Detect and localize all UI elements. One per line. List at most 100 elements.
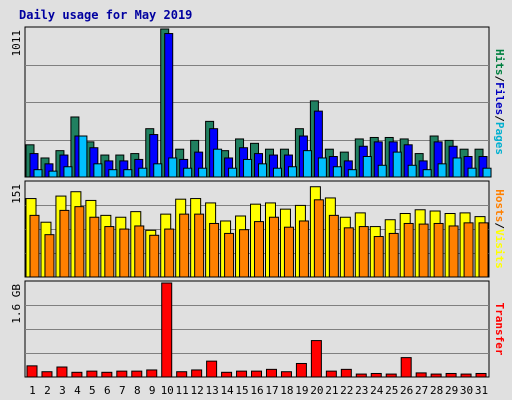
bar-pages-day-26 — [407, 164, 417, 178]
bar-pages-day-22 — [347, 169, 357, 178]
x-tick-label-day-17: 17 — [265, 384, 278, 397]
x-tick-label-day-11: 11 — [176, 384, 189, 397]
bar-transfer-day-29 — [445, 372, 457, 378]
x-tick-label-day-7: 7 — [119, 384, 126, 397]
y-axis-label-part: / — [493, 76, 506, 83]
bar-pages-day-6 — [108, 169, 118, 178]
y-max-label-hits-files-pages: 1011 — [10, 30, 23, 57]
bar-hosts-day-3 — [59, 209, 70, 278]
y-axis-label-part: Visits — [493, 229, 506, 269]
y-max-label-transfer: 1.6 GB — [10, 284, 23, 324]
bar-transfer-day-24 — [370, 372, 382, 378]
x-tick-label-day-13: 13 — [205, 384, 218, 397]
bar-pages-day-17 — [272, 167, 282, 178]
bar-transfer-day-11 — [176, 371, 188, 378]
bar-pages-day-2 — [48, 170, 58, 178]
bar-hosts-day-11 — [179, 213, 190, 278]
y-axis-label-part: / — [493, 222, 506, 229]
bar-transfer-day-3 — [56, 366, 68, 378]
bar-pages-day-23 — [362, 156, 372, 178]
y-axis-label-transfer: Transfer — [493, 303, 506, 356]
x-tick-label-day-24: 24 — [370, 384, 384, 397]
y-axis-label-hits-files-pages: Hits/Files/Pages — [493, 49, 506, 155]
bar-pages-day-9 — [153, 163, 163, 178]
x-axis-ticks: 1 2 3 4 5 6 7 8 9 10 11 12 13 14 15 16 17 18 19 20 21 22 23 24 2… — [29, 384, 488, 397]
bar-transfer-day-14 — [221, 371, 233, 378]
bar-pages-day-7 — [123, 169, 133, 178]
bar-pages-day-8 — [138, 167, 148, 178]
bar-hosts-day-8 — [134, 225, 145, 278]
bar-hosts-day-28 — [433, 222, 444, 278]
bar-hosts-day-16 — [254, 221, 265, 278]
y-axis-label-part: Transfer — [493, 303, 506, 356]
bar-hosts-day-18 — [283, 226, 294, 278]
x-tick-label-day-3: 3 — [59, 384, 66, 397]
y-axis-label-part: Files — [493, 82, 506, 115]
y-axis-label-part: Hits — [493, 49, 506, 76]
bar-hosts-day-27 — [418, 223, 429, 278]
bar-hosts-day-2 — [44, 234, 55, 278]
bar-pages-day-15 — [243, 158, 253, 178]
y-axis-label-hosts-visits: Hosts/Visits — [493, 189, 506, 269]
bar-hosts-day-24 — [373, 236, 384, 278]
bar-transfer-day-2 — [41, 371, 53, 378]
bar-hosts-day-13 — [209, 222, 220, 278]
bar-hosts-day-22 — [343, 227, 354, 278]
bar-transfer-day-26 — [400, 357, 412, 378]
bar-pages-day-20 — [317, 157, 327, 178]
bar-pages-day-31 — [482, 167, 492, 178]
x-tick-label-day-10: 10 — [161, 384, 174, 397]
x-tick-label-day-12: 12 — [191, 384, 204, 397]
bar-transfer-day-20 — [310, 340, 322, 378]
bar-transfer-day-1 — [26, 365, 38, 378]
y-axis-label-part: Pages — [493, 122, 506, 155]
bar-pages-day-18 — [287, 166, 297, 178]
x-tick-label-day-20: 20 — [310, 384, 323, 397]
bar-pages-day-14 — [228, 167, 238, 178]
bar-transfer-day-9 — [146, 369, 158, 378]
bar-pages-day-29 — [452, 157, 462, 178]
x-tick-label-day-21: 21 — [325, 384, 338, 397]
x-tick-label-day-9: 9 — [149, 384, 156, 397]
bar-transfer-day-15 — [236, 370, 248, 378]
bar-pages-day-28 — [437, 163, 447, 178]
bar-pages-day-25 — [392, 151, 402, 178]
bar-transfer-day-4 — [71, 371, 83, 378]
bar-pages-day-30 — [467, 167, 477, 178]
bar-hosts-day-9 — [149, 234, 160, 278]
x-tick-label-day-5: 5 — [89, 384, 96, 397]
x-tick-label-day-30: 30 — [460, 384, 473, 397]
bar-files-day-10 — [164, 33, 174, 178]
x-tick-label-day-25: 25 — [385, 384, 398, 397]
bar-hosts-day-7 — [119, 228, 130, 278]
bar-pages-day-11 — [183, 167, 193, 178]
bar-transfer-day-22 — [340, 368, 352, 378]
bar-pages-day-1 — [33, 169, 43, 178]
bar-transfer-day-6 — [101, 371, 113, 378]
bar-pages-day-5 — [93, 163, 103, 178]
x-tick-label-day-15: 15 — [235, 384, 248, 397]
x-tick-label-day-26: 26 — [400, 384, 413, 397]
x-tick-label-day-29: 29 — [445, 384, 458, 397]
bar-hosts-day-1 — [29, 214, 40, 278]
bar-hosts-day-29 — [448, 225, 459, 278]
bar-pages-day-13 — [213, 148, 223, 178]
bar-hosts-day-10 — [164, 228, 175, 278]
bar-hosts-day-26 — [403, 222, 414, 278]
x-tick-label-day-19: 19 — [295, 384, 308, 397]
bar-hosts-day-23 — [358, 226, 369, 278]
x-tick-label-day-2: 2 — [44, 384, 51, 397]
bar-pages-day-21 — [332, 166, 342, 178]
bar-hosts-day-20 — [313, 199, 324, 278]
panel-transfer: 1.6 GB Transfer — [10, 280, 506, 378]
bar-transfer-day-17 — [265, 368, 277, 378]
bar-transfer-day-21 — [325, 370, 337, 378]
bar-transfer-day-25 — [385, 373, 397, 378]
x-tick-label-day-6: 6 — [104, 384, 111, 397]
bar-transfer-day-28 — [430, 373, 442, 378]
bar-transfer-day-12 — [191, 369, 203, 378]
x-tick-label-day-27: 27 — [415, 384, 428, 397]
x-tick-label-day-18: 18 — [280, 384, 293, 397]
